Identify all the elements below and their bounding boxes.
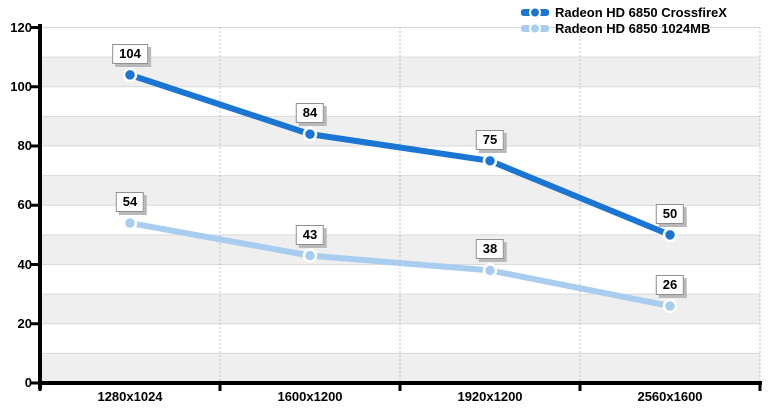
x-axis-tick-label: 1280x1024	[97, 389, 163, 404]
series-line-1	[127, 220, 673, 309]
data-label: 104	[112, 43, 148, 64]
plot-band	[40, 294, 760, 324]
data-label: 54	[115, 192, 145, 213]
series-marker	[122, 67, 138, 83]
y-axis-tick-label: 0	[24, 375, 32, 390]
legend: Radeon HD 6850 CrossfireX Radeon HD 6850 …	[521, 4, 727, 36]
legend-label: Radeon HD 6850 CrossfireX	[555, 4, 727, 20]
series-marker	[482, 153, 498, 169]
legend-key-line-marker-icon	[521, 6, 549, 18]
data-label: 26	[655, 274, 685, 295]
x-axis-tick-label: 1600x1200	[277, 389, 343, 404]
series-marker	[302, 248, 318, 263]
y-axis-tick-label: 100	[10, 78, 32, 94]
series-marker	[122, 215, 138, 231]
series-marker	[302, 126, 318, 142]
x-axis-tick-label: 2560x1600	[637, 389, 703, 404]
y-axis-tick-label: 40	[17, 256, 32, 272]
legend-key-line-marker-icon	[521, 22, 549, 34]
y-axis-tick-label: 20	[17, 315, 32, 331]
data-label: 38	[475, 239, 505, 260]
y-axis-tick-label: 80	[17, 138, 32, 153]
legend-row: Radeon HD 6850 1024MB	[521, 20, 727, 36]
plot-band	[40, 116, 760, 146]
series-marker	[662, 227, 678, 243]
data-label: 50	[655, 203, 685, 224]
series-marker	[482, 263, 498, 278]
series-line-0	[127, 71, 673, 238]
x-axis-tick-label: 1920x1200	[457, 389, 523, 404]
data-label: 75	[475, 129, 505, 150]
data-label: 84	[295, 103, 325, 124]
legend-label: Radeon HD 6850 1024MB	[555, 20, 711, 36]
legend-row: Radeon HD 6850 CrossfireX	[521, 4, 727, 20]
data-label: 43	[295, 224, 325, 245]
y-axis-tick-label: 60	[17, 197, 32, 213]
series-marker	[662, 298, 678, 314]
y-axis-tick-label: 120	[10, 19, 32, 35]
